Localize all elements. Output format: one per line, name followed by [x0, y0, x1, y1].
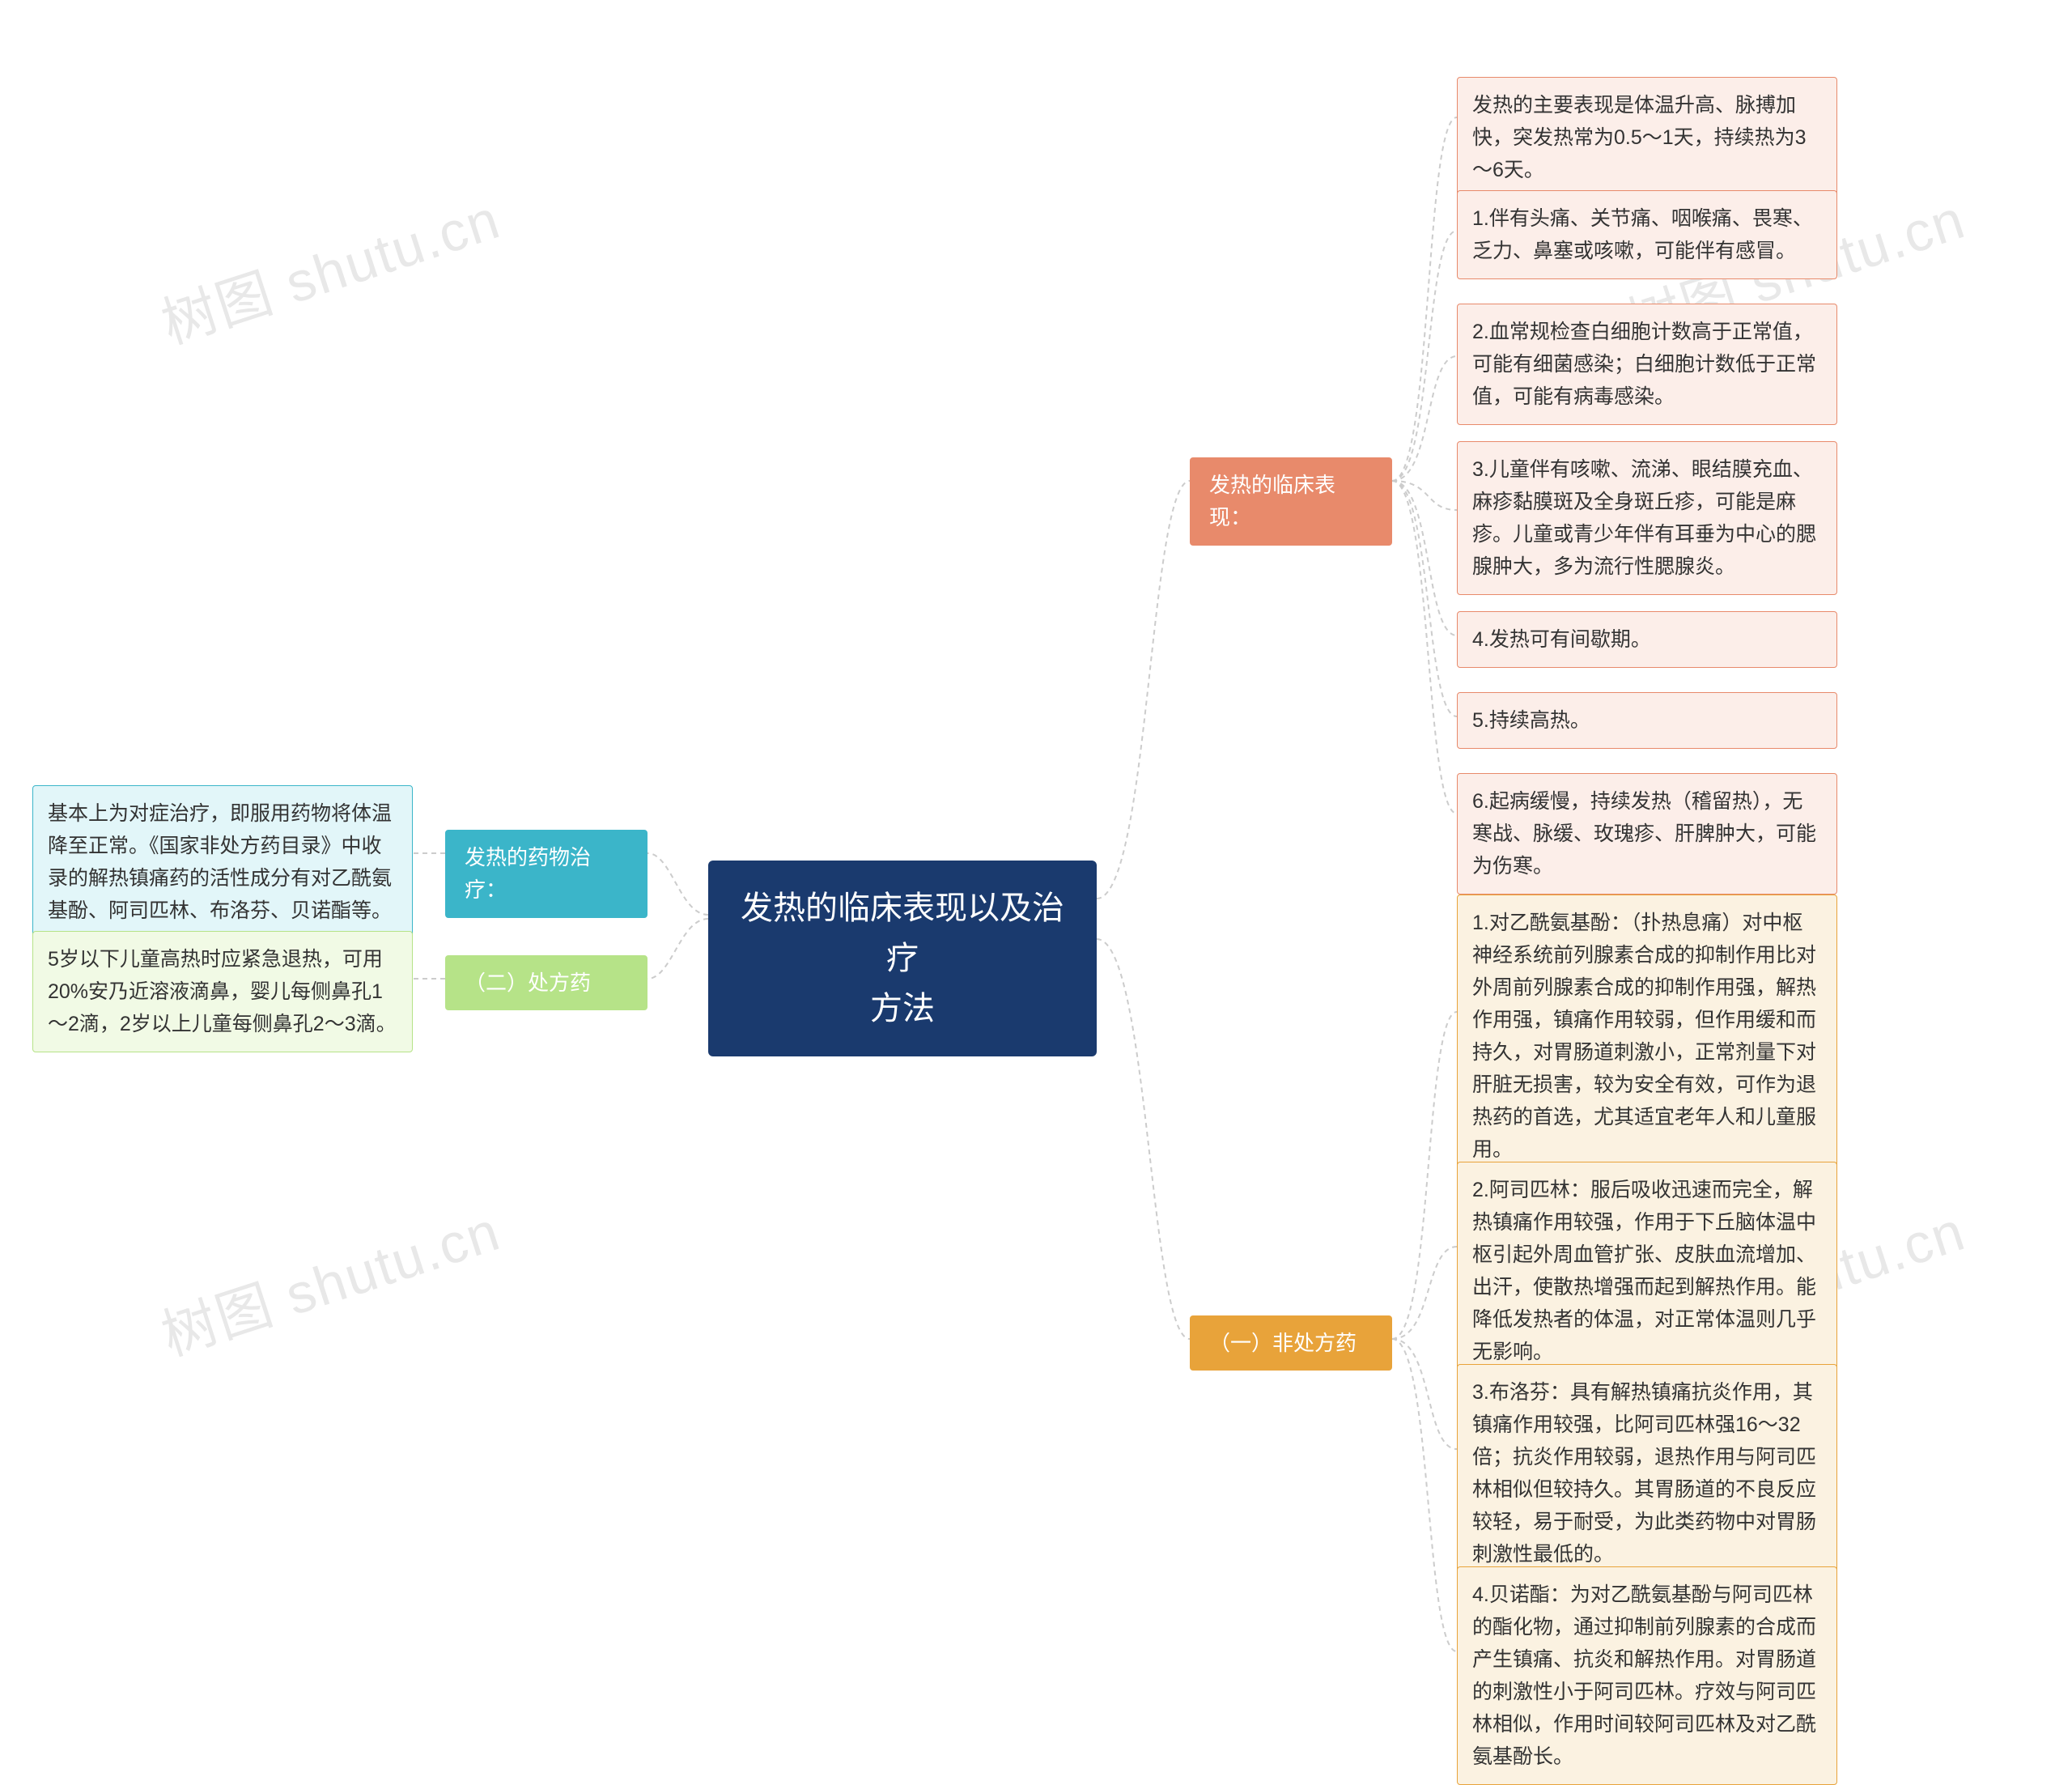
leaf-text: 基本上为对症治疗，即服用药物将体温降至正常。《国家非处方药目录》中收录的解热镇痛… [48, 802, 392, 922]
leaf-drug-tx-1: 基本上为对症治疗，即服用药物将体温降至正常。《国家非处方药目录》中收录的解热镇痛… [32, 785, 413, 939]
leaf-o1: 1.对乙酰氨基酚：（扑热息痛）对中枢神经系统前列腺素合成的抑制作用比对外周前列腺… [1457, 895, 1837, 1178]
leaf-c3: 2.血常规检查白细胞计数高于正常值，可能有细菌感染；白细胞计数低于正常值，可能有… [1457, 304, 1837, 425]
branch-otc: （一）非处方药 [1190, 1315, 1392, 1371]
leaf-o2: 2.阿司匹林：服后吸收迅速而完全，解热镇痛作用较强，作用于下丘脑体温中枢引起外周… [1457, 1162, 1837, 1380]
branch-label: 发热的药物治疗： [465, 845, 591, 902]
leaf-c7: 6.起病缓慢，持续发热（稽留热），无寒战、脉缓、玫瑰疹、肝脾肿大，可能为伤寒。 [1457, 773, 1837, 895]
watermark: 树图 shutu.cn [150, 174, 508, 359]
branch-drug-treatment: 发热的药物治疗： [445, 830, 648, 918]
leaf-text: 4.贝诺酯：为对乙酰氨基酚与阿司匹林的酯化物，通过抑制前列腺素的合成而产生镇痛、… [1472, 1583, 1816, 1768]
branch-rx: （二）处方药 [445, 955, 648, 1010]
branch-label: （二）处方药 [465, 971, 591, 995]
branch-label: 发热的临床表现： [1209, 473, 1335, 529]
leaf-rx-1: 5岁以下儿童高热时应紧急退热，可用20%安乃近溶液滴鼻，婴儿每侧鼻孔1～2滴，2… [32, 931, 413, 1052]
leaf-text: 1.伴有头痛、关节痛、咽喉痛、畏寒、乏力、鼻塞或咳嗽，可能伴有感冒。 [1472, 207, 1813, 262]
leaf-text: 2.阿司匹林：服后吸收迅速而完全，解热镇痛作用较强，作用于下丘脑体温中枢引起外周… [1472, 1179, 1816, 1363]
root-label: 发热的临床表现以及治疗 方法 [741, 890, 1064, 1026]
leaf-text: 5.持续高热。 [1472, 709, 1590, 732]
root-node: 发热的临床表现以及治疗 方法 [708, 861, 1097, 1056]
leaf-c5: 4.发热可有间歇期。 [1457, 611, 1837, 668]
branch-clinical: 发热的临床表现： [1190, 457, 1392, 546]
leaf-text: 2.血常规检查白细胞计数高于正常值，可能有细菌感染；白细胞计数低于正常值，可能有… [1472, 321, 1816, 408]
watermark: 树图 shutu.cn [150, 1186, 508, 1371]
leaf-text: 5岁以下儿童高热时应紧急退热，可用20%安乃近溶液滴鼻，婴儿每侧鼻孔1～2滴，2… [48, 948, 397, 1035]
leaf-text: 发热的主要表现是体温升高、脉搏加快，突发热常为0.5～1天，持续热为3～6天。 [1472, 94, 1807, 181]
branch-label: （一）非处方药 [1209, 1331, 1357, 1355]
leaf-text: 4.发热可有间歇期。 [1472, 628, 1651, 651]
leaf-c2: 1.伴有头痛、关节痛、咽喉痛、畏寒、乏力、鼻塞或咳嗽，可能伴有感冒。 [1457, 190, 1837, 279]
leaf-text: 3.儿童伴有咳嗽、流涕、眼结膜充血、麻疹黏膜斑及全身斑丘疹，可能是麻疹。儿童或青… [1472, 458, 1816, 578]
leaf-text: 6.起病缓慢，持续发热（稽留热），无寒战、脉缓、玫瑰疹、肝脾肿大，可能为伤寒。 [1472, 790, 1816, 878]
leaf-text: 3.布洛芬：具有解热镇痛抗炎作用，其镇痛作用较强，比阿司匹林强16～32倍；抗炎… [1472, 1381, 1816, 1566]
leaf-c4: 3.儿童伴有咳嗽、流涕、眼结膜充血、麻疹黏膜斑及全身斑丘疹，可能是麻疹。儿童或青… [1457, 441, 1837, 595]
leaf-o4: 4.贝诺酯：为对乙酰氨基酚与阿司匹林的酯化物，通过抑制前列腺素的合成而产生镇痛、… [1457, 1566, 1837, 1785]
leaf-c6: 5.持续高热。 [1457, 692, 1837, 749]
leaf-c1: 发热的主要表现是体温升高、脉搏加快，突发热常为0.5～1天，持续热为3～6天。 [1457, 77, 1837, 198]
leaf-o3: 3.布洛芬：具有解热镇痛抗炎作用，其镇痛作用较强，比阿司匹林强16～32倍；抗炎… [1457, 1364, 1837, 1583]
leaf-text: 1.对乙酰氨基酚：（扑热息痛）对中枢神经系统前列腺素合成的抑制作用比对外周前列腺… [1472, 912, 1816, 1161]
